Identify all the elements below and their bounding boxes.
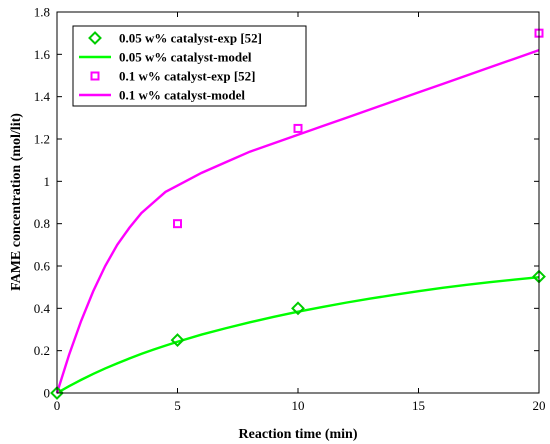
y-tick-label-8: 1.6 [34, 47, 51, 62]
y-tick-label-2: 0.4 [34, 301, 51, 316]
data-point-0-2 [291, 301, 305, 316]
x-tick-label-1: 5 [174, 398, 181, 413]
y-tick-label-7: 1.4 [34, 89, 51, 104]
axes-layer: 0 5 10 15 20 0 0.2 0.4 0.6 0.8 1 1.2 1.4 1.6 1.8 [34, 5, 546, 414]
y-tick-label-6: 1.2 [34, 132, 50, 147]
legend-label-2: 0.1 w% catalyst-exp [52] [119, 69, 255, 84]
legend-label-3: 0.1 w% catalyst-model [119, 88, 245, 103]
series-line-1 [56, 276, 540, 395]
legend-label-0: 0.05 w% catalyst-exp [52] [119, 31, 262, 46]
y-tick-label-5: 1 [44, 174, 51, 189]
legend-swatch-0 [88, 31, 102, 45]
legend: 0.05 w% catalyst-exp [52] 0.05 w% catalys… [72, 25, 307, 107]
legend-swatch-2 [90, 71, 100, 81]
x-tick-label-3: 15 [412, 398, 425, 413]
x-axis-label: Reaction time (min) [239, 427, 358, 442]
legend-box [72, 25, 307, 107]
data-point-2-1 [293, 123, 303, 133]
legend-label-1: 0.05 w% catalyst-model [119, 50, 252, 65]
x-tick-label-2: 10 [292, 398, 305, 413]
series-line-3 [55, 48, 540, 394]
data-point-0-1 [170, 333, 185, 347]
data-point-2-0 [173, 219, 182, 229]
x-tick-label-4: 20 [533, 398, 546, 413]
y-tick-label-9: 1.8 [34, 5, 50, 20]
y-tick-label-0: 0 [44, 386, 51, 401]
y-tick-label-4: 0.8 [34, 216, 50, 231]
x-tick-label-0: 0 [54, 398, 61, 413]
data-point-0-0 [50, 386, 64, 400]
y-axis-label: FAME concentration (mol/lit) [9, 113, 24, 291]
y-tick-label-3: 0.6 [34, 259, 51, 274]
y-tick-label-1: 0.2 [34, 343, 50, 358]
